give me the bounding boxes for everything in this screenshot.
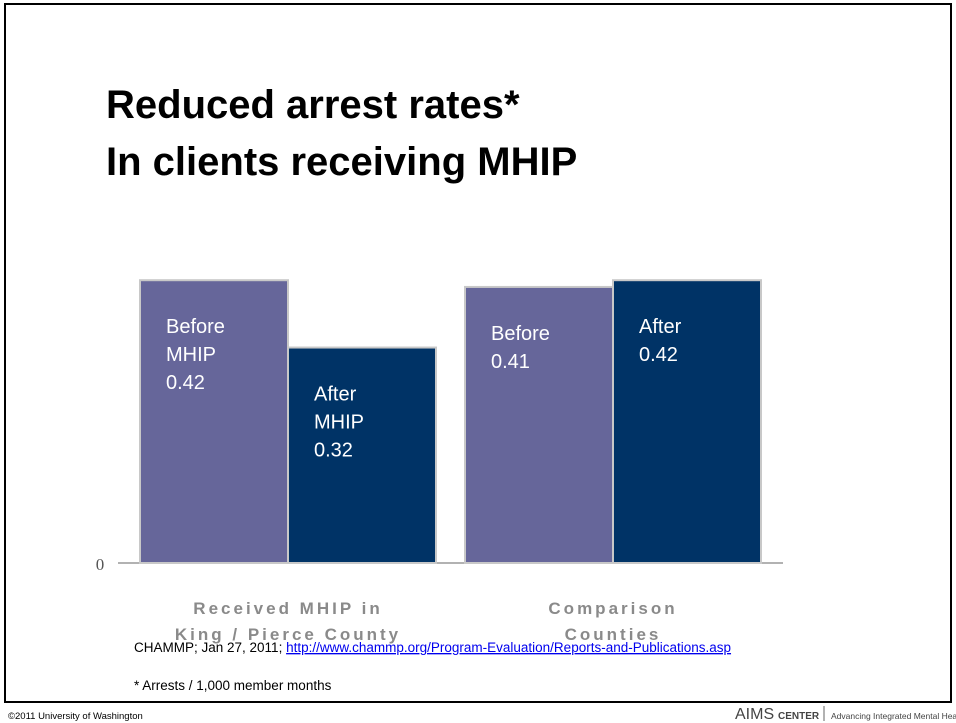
bar: [464, 285, 614, 564]
y-tick-label: 0: [96, 555, 105, 574]
value-label: 0.41: [491, 351, 530, 373]
logo-word: CENTER: [778, 711, 820, 722]
value-label: 0.42: [166, 372, 205, 394]
footnote: * Arrests / 1,000 member months: [134, 678, 332, 693]
value-label: 0.42: [639, 344, 678, 366]
bar-label: MHIP: [314, 412, 364, 434]
bar: [612, 279, 762, 564]
bar-label: Before: [491, 323, 550, 345]
value-label: 0.32: [314, 440, 353, 462]
bar-label: MHIP: [166, 344, 216, 366]
title: In clients receiving MHIP: [106, 140, 577, 184]
bar-label: Before: [166, 316, 225, 338]
title: Reduced arrest rates*: [106, 83, 520, 127]
x-tick-label: Counties: [565, 625, 662, 644]
source-text: CHAMMP; Jan 27, 2011;: [134, 640, 286, 655]
slide-frame: [4, 3, 952, 703]
bar-label: After: [639, 316, 682, 338]
source-link[interactable]: http://www.chammp.org/Program-Evaluation…: [286, 640, 731, 655]
x-tick-label: Received MHIP in: [193, 599, 382, 618]
x-tick-label: King / Pierce County: [175, 625, 401, 644]
bar-label: After: [314, 384, 357, 406]
bar: [287, 346, 437, 564]
logo-name: AIMS: [735, 706, 774, 723]
logo-tagline: Advancing Integrated Mental Health Solut…: [831, 711, 956, 721]
source: CHAMMP; Jan 27, 2011; http://www.chammp.…: [134, 640, 731, 655]
x-tick-label: Comparison: [548, 599, 677, 618]
copyright: ©2011 University of Washington: [8, 711, 143, 722]
